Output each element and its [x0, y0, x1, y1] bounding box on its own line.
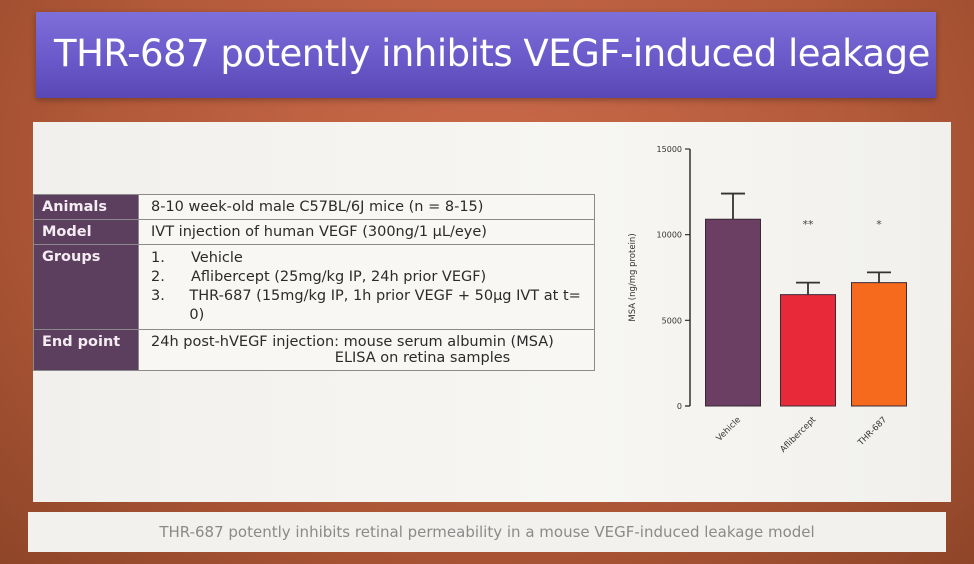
content-panel: Animals 8-10 week-old male C57BL/6J mice…: [33, 122, 951, 502]
slide-title: THR-687 potently inhibits VEGF-induced l…: [54, 32, 930, 75]
table-row: Groups 1. Vehicle 2. Aflibercept (25mg/kg …: [33, 244, 595, 330]
slide-caption: THR-687 potently inhibits retinal permea…: [28, 512, 946, 552]
chart-svg: 0 5000 10000 15000 MSA (ng/mg protein) Vehicl…: [628, 145, 907, 455]
model-label: Model: [33, 219, 139, 245]
bar: [780, 294, 836, 407]
significance-label: *: [876, 218, 882, 231]
bar: [705, 218, 761, 407]
animals-label: Animals: [33, 194, 139, 220]
msa-bar-chart: 0 5000 10000 15000 MSA (ng/mg protein) Vehicl…: [623, 132, 951, 502]
y-axis-label: MSA (ng/mg protein): [628, 233, 638, 321]
group-item: 3. THR-687 (15mg/kg IP, 1h prior VEGF + 5…: [151, 288, 581, 323]
category-label: THR-687: [856, 415, 890, 449]
table-row: Model IVT injection of human VEGF (300ng…: [33, 219, 595, 245]
endpoint-value: 24h post-hVEGF injection: mouse serum al…: [138, 329, 595, 371]
groups-label: Groups: [33, 244, 139, 330]
y-tick-label: 0: [677, 402, 682, 411]
bar: [851, 282, 907, 407]
groups-value: 1. Vehicle 2. Aflibercept (25mg/kg IP, 24h…: [138, 244, 595, 330]
significance-label: **: [803, 218, 815, 231]
endpoint-label: End point: [33, 329, 139, 371]
y-tick-label: 10000: [657, 231, 682, 240]
model-value: IVT injection of human VEGF (300ng/1 µL/…: [138, 219, 595, 245]
study-design-table: Animals 8-10 week-old male C57BL/6J mice…: [33, 194, 595, 371]
y-tick-label: 5000: [662, 316, 682, 325]
table-row: Animals 8-10 week-old male C57BL/6J mice…: [33, 194, 595, 220]
table-row: End point 24h post-hVEGF injection: mous…: [33, 329, 595, 371]
category-label: Vehicle: [715, 415, 744, 444]
group-item: 2. Aflibercept (25mg/kg IP, 24h prior VEG…: [151, 269, 487, 285]
title-bar: THR-687 potently inhibits VEGF-induced l…: [36, 12, 936, 98]
animals-value: 8-10 week-old male C57BL/6J mice (n = 8-…: [138, 194, 595, 220]
category-label: Aflibercept: [778, 415, 818, 455]
y-tick-label: 15000: [657, 145, 682, 154]
group-item: 1. Vehicle: [151, 250, 243, 266]
